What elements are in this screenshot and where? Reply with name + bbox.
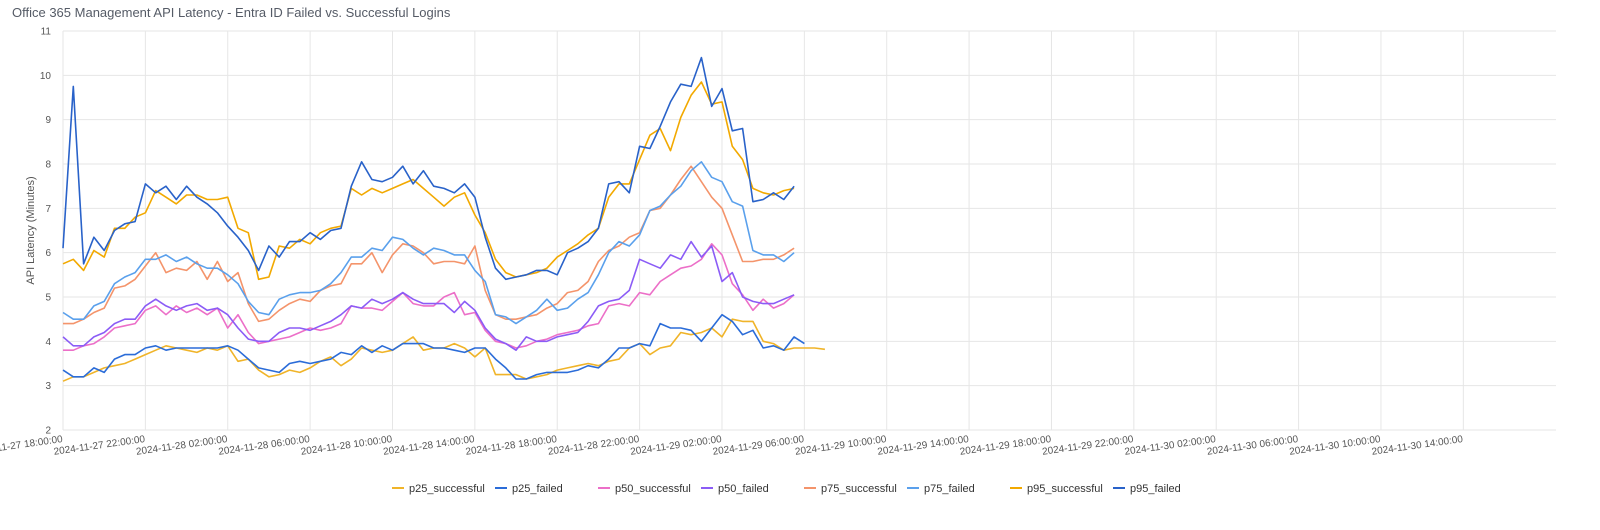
legend-item-p75_successful[interactable]: p75_successful <box>804 483 897 495</box>
x-tick-label: 2024-11-29 02:00:00 <box>630 434 723 458</box>
x-tick-label: 2024-11-28 14:00:00 <box>383 434 476 458</box>
x-tick-label: 2024-11-28 22:00:00 <box>547 434 640 458</box>
y-tick-label: 8 <box>45 160 51 171</box>
x-tick-label: 2024-11-30 14:00:00 <box>1371 434 1464 458</box>
legend-label: p50_failed <box>718 483 769 495</box>
x-tick-label: 2024-11-27 22:00:00 <box>53 434 146 458</box>
series-line-p25_failed[interactable] <box>62 313 805 380</box>
x-tick-label: 2024-11-28 18:00:00 <box>465 434 558 458</box>
legend-item-p95_successful[interactable]: p95_successful <box>1010 483 1103 495</box>
x-tick-label: 2024-11-29 22:00:00 <box>1041 434 1134 458</box>
series-line-p75_failed[interactable] <box>62 161 795 325</box>
legend: p25_successful p25_failed p50_successful p5… <box>392 483 1181 495</box>
grid <box>62 30 1556 431</box>
legend-item-p95_failed[interactable]: p95_failed <box>1113 483 1181 495</box>
y-tick-label: 9 <box>45 115 51 126</box>
x-tick-label: 2024-11-29 14:00:00 <box>877 434 970 458</box>
x-tick-label: 2024-11-29 18:00:00 <box>959 434 1052 458</box>
series-line-p50_failed[interactable] <box>62 240 795 352</box>
legend-label: p50_successful <box>615 483 691 495</box>
x-tick-label: 2024-11-30 10:00:00 <box>1289 434 1382 458</box>
legend-label: p25_successful <box>409 483 485 495</box>
legend-item-p50_successful[interactable]: p50_successful <box>598 483 691 495</box>
legend-label: p95_failed <box>1130 483 1181 495</box>
y-tick-label: 6 <box>45 248 51 259</box>
series-line-p75_successful[interactable] <box>63 165 795 325</box>
legend-item-p25_failed[interactable]: p25_failed <box>495 483 563 495</box>
y-tick-label: 4 <box>45 337 51 348</box>
legend-item-p50_failed[interactable]: p50_failed <box>701 483 769 495</box>
x-tick-label: 2024-11-29 10:00:00 <box>794 434 887 458</box>
chart-title: Office 365 Management API Latency - Entr… <box>12 5 451 20</box>
series-line-p95_successful[interactable] <box>62 81 795 281</box>
y-tick-label: 3 <box>45 381 51 392</box>
x-tick-label: 2024-11-28 10:00:00 <box>300 434 393 458</box>
legend-label: p75_successful <box>821 483 897 495</box>
legend-label: p75_failed <box>924 483 975 495</box>
x-tick-label: 2024-11-29 06:00:00 <box>712 434 805 458</box>
x-tick-label: 2024-11-30 02:00:00 <box>1124 434 1217 458</box>
y-tick-label: 2 <box>45 426 51 437</box>
x-tick-label: 2024-11-28 06:00:00 <box>218 434 311 458</box>
series-line-p50_successful[interactable] <box>63 243 795 352</box>
y-axis-label: API Latency (Minutes) <box>25 176 37 284</box>
legend-item-p25_successful[interactable]: p25_successful <box>392 483 485 495</box>
x-tick-label: 2024-11-28 02:00:00 <box>135 434 228 458</box>
x-tick-label: 2024-11-30 06:00:00 <box>1206 434 1299 458</box>
legend-item-p75_failed[interactable]: p75_failed <box>907 483 975 495</box>
series-line-p95_failed[interactable] <box>62 56 795 281</box>
legend-label: p95_successful <box>1027 483 1103 495</box>
series-lines <box>62 56 826 382</box>
y-tick-label: 7 <box>45 204 51 215</box>
y-tick-label: 10 <box>40 71 52 82</box>
y-tick-label: 5 <box>45 293 51 304</box>
legend-label: p25_failed <box>512 483 563 495</box>
y-tick-label: 11 <box>41 27 52 38</box>
